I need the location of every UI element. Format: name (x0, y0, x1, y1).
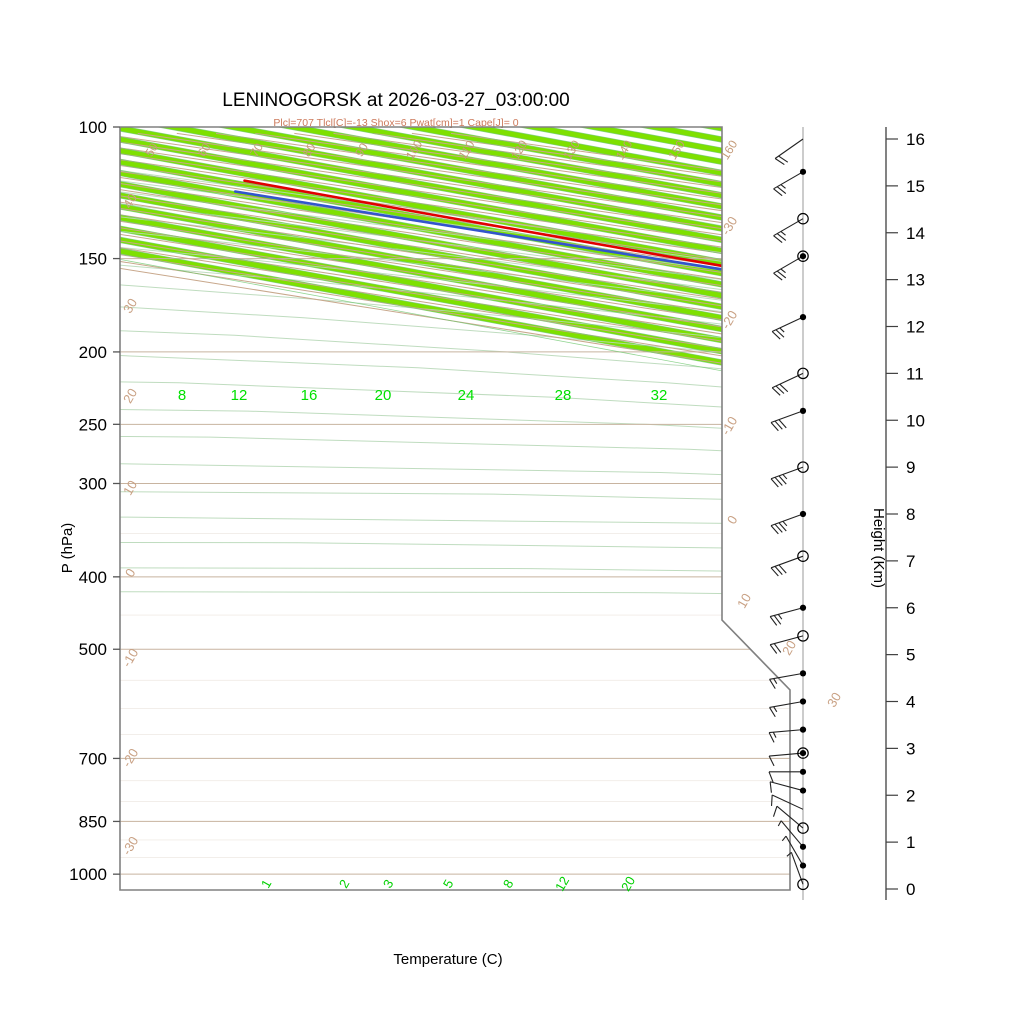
height-tick-11: 11 (906, 364, 924, 383)
pressure-tick-100: 100 (79, 118, 107, 137)
moist-adiabat-right-label-20: 20 (779, 638, 799, 658)
isotherm-value-labels: 8 12 16 20 24 28 32 (178, 387, 668, 404)
wind-level-marker-open (797, 822, 809, 834)
wind-level-marker-open (797, 367, 809, 380)
height-tick-0: 0 (906, 880, 915, 899)
moist-adiabat-left-label-10: 10 (120, 478, 140, 498)
wind-barb (768, 771, 803, 783)
wind-barb (770, 410, 804, 432)
plot-frame (119, 126, 791, 891)
height-tick-12: 12 (906, 318, 925, 337)
wind-level-marker-filled (799, 749, 807, 757)
pressure-tick-300: 300 (79, 474, 107, 493)
pressure-tick-850: 850 (79, 812, 107, 831)
wind-level-marker-filled (799, 407, 807, 414)
height-tick-13: 13 (906, 271, 925, 290)
height-tick-6: 6 (906, 599, 915, 618)
page-title: LENINOGORSK at 2026-03-27_03:00:00 (222, 90, 569, 111)
isotherm-label-20: 20 (375, 387, 392, 404)
height-tick-5: 5 (906, 646, 915, 665)
indices-subtitle: Plcl=707 Tlcl[C]=-13 Shox=6 Pwat[cm]=1 C… (273, 117, 518, 129)
moist-adiabat-right-label-10: 10 (734, 591, 754, 611)
height-tick-9: 9 (906, 458, 915, 477)
wind-level-marker-open (797, 212, 809, 225)
wind-barb (773, 171, 804, 197)
height-tick-14: 14 (906, 224, 925, 243)
wind-barb (769, 781, 804, 793)
isotherm-label-32: 32 (651, 387, 668, 404)
wind-level-marker-open (797, 250, 809, 262)
mixing-ratio-label-12: 12 (552, 874, 572, 894)
wind-level-marker-open (797, 747, 809, 759)
height-tick-1: 1 (906, 833, 915, 852)
wind-level-marker-filled (799, 787, 807, 794)
pressure-tick-200: 200 (79, 343, 107, 362)
wind-level-marker-filled (799, 862, 807, 869)
isotherm-label-12: 12 (231, 387, 248, 404)
wind-barb (774, 138, 804, 166)
isotherm-label-28: 28 (555, 387, 572, 404)
moist-adiabat-left-label-20: 20 (120, 386, 140, 406)
wind-barb (777, 820, 804, 848)
height-tick-16: 16 (906, 130, 925, 149)
height-tick-15: 15 (906, 177, 925, 196)
wind-level-marker-open (797, 630, 809, 642)
pressure-tick-400: 400 (79, 568, 107, 587)
pressure-tick-500: 500 (79, 640, 107, 659)
wind-level-marker-open (797, 461, 809, 473)
height-tick-3: 3 (906, 739, 915, 758)
wind-barb (769, 672, 804, 689)
height-tick-2: 2 (906, 786, 915, 805)
height-tick-4: 4 (906, 693, 915, 712)
wind-level-marker-filled (799, 670, 807, 677)
isotherm-label-24: 24 (458, 387, 475, 404)
wind-barb (768, 729, 804, 743)
isotherm-label-8: 8 (178, 387, 186, 404)
wind-level-marker-filled (799, 698, 807, 705)
wind-level-marker-filled (799, 510, 807, 518)
moist-adiabat-right-label-30: 30 (824, 690, 844, 710)
wind-barb (770, 794, 804, 810)
wind-level-marker-filled (799, 843, 807, 850)
wind-barb (781, 835, 804, 866)
wind-barb (770, 513, 804, 535)
pressure-tick-1000: 1000 (69, 865, 107, 884)
wind-barb (771, 316, 804, 340)
temperature-axis-label: Temperature (C) (393, 951, 502, 968)
wind-level-marker-filled (799, 768, 807, 775)
height-tick-10: 10 (906, 411, 925, 430)
wind-level-marker-filled (799, 253, 807, 260)
height-tick-7: 7 (906, 552, 915, 571)
moist-adiabat-left-label-40: 40 (120, 191, 140, 211)
isotherm-label-16: 16 (301, 387, 318, 404)
wind-barb (769, 700, 804, 718)
wind-barb (769, 607, 804, 626)
wind-level-marker-open (797, 550, 809, 562)
wind-level-marker-filled (799, 726, 807, 733)
wind-level-marker-filled (799, 168, 807, 175)
pressure-axis: 100 150 200 250 300 400 500 700 850 1000 (69, 118, 120, 884)
pressure-axis-label: P (hPa) (59, 523, 76, 574)
pressure-tick-700: 700 (79, 749, 107, 768)
wind-level-markers (797, 168, 809, 891)
moist-adiabat-left-label-30: 30 (120, 296, 140, 316)
height-tick-8: 8 (906, 505, 915, 524)
height-axis-label: Height (Km) (870, 508, 887, 588)
pressure-tick-150: 150 (79, 250, 107, 269)
wind-level-marker-open (797, 878, 809, 891)
wind-level-marker-filled (799, 604, 807, 611)
wind-level-marker-filled (799, 314, 807, 321)
pressure-tick-250: 250 (79, 415, 107, 434)
mixing-ratio-label-20: 20 (618, 874, 638, 894)
